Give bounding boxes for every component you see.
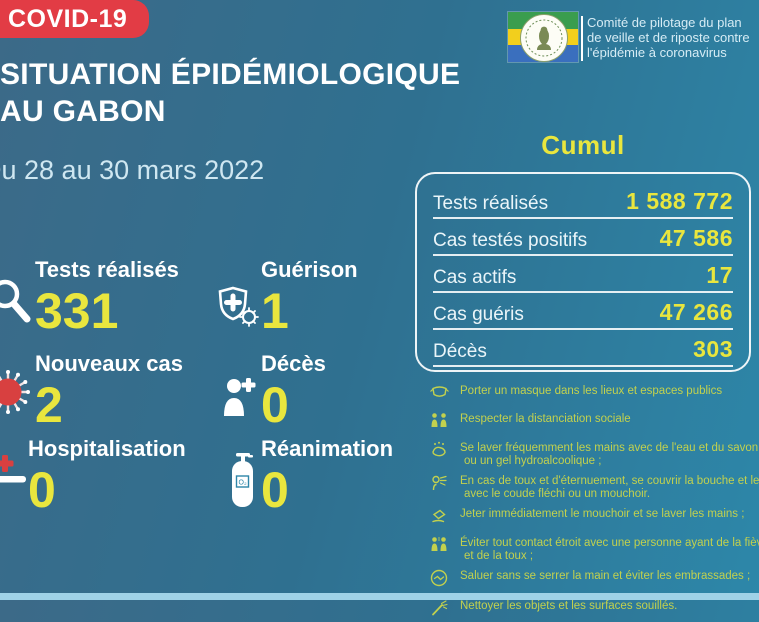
cumul-row-value: 1 588 772 <box>626 188 733 214</box>
covid19-badge: COVID-19 <box>0 0 150 38</box>
recommendations-list: Porter un masque dans les lieux et espac… <box>430 385 759 622</box>
stat-label: Hospitalisation <box>28 436 186 461</box>
stat-label: Guérison <box>261 257 358 282</box>
gabon-flag-logo <box>508 12 578 62</box>
fever-contact-icon <box>430 536 450 558</box>
recommendation-text: Respecter la distanciation sociale <box>460 413 631 425</box>
cumul-row-tests: Tests réalisés 1 588 772 <box>433 182 733 219</box>
person-cross-icon <box>221 377 257 422</box>
social-distancing-icon <box>430 412 450 434</box>
clean-surfaces-icon <box>430 599 450 622</box>
cumul-row-value: 47 266 <box>659 299 733 325</box>
cumul-row-gueris: Cas guéris 47 266 <box>433 293 733 330</box>
page-title-line1: SITUATION ÉPIDÉMIOLOGIQUE <box>0 58 461 91</box>
cumul-row-value: 303 <box>693 336 733 362</box>
committee-text: Comité de pilotage du plan de veille et … <box>587 15 750 60</box>
hand-washing-icon <box>430 441 450 464</box>
committee-line: de veille et de riposte contre <box>587 30 750 45</box>
recommendation-item: Éviter tout contact étroit avec une pers… <box>430 537 759 562</box>
virus-icon <box>0 368 32 421</box>
cumul-title: Cumul <box>541 130 625 160</box>
stat-label: Nouveaux cas <box>35 351 183 376</box>
stat-value: 0 <box>261 377 289 433</box>
committee-line: Comité de pilotage du plan <box>587 15 742 30</box>
recommendation-text: En cas de toux et d'éternuement, se couv… <box>460 475 759 500</box>
header-separator-line <box>581 16 583 61</box>
stat-value: 331 <box>35 283 119 339</box>
report-period: Du 28 au 30 mars 2022 <box>0 155 265 185</box>
stat-tests-realises: Tests réalisés 331 <box>35 257 179 336</box>
recommendation-item: Respecter la distanciation sociale <box>430 413 759 434</box>
stat-label: Tests réalisés <box>35 257 179 282</box>
page-title-line2: AU GABON <box>0 95 166 128</box>
shield-cross-virus-icon <box>216 285 262 334</box>
cumul-row-label: Tests réalisés <box>433 193 549 214</box>
committee-line: l'épidémie à coronavirus <box>587 45 727 60</box>
cumul-row-label: Cas guéris <box>433 304 524 325</box>
cumul-row-label: Cas actifs <box>433 267 517 288</box>
recommendation-text: Jeter immédiatement le mouchoir et se la… <box>460 508 745 520</box>
recommendation-item: Saluer sans se serrer la main et éviter … <box>430 569 759 592</box>
page-title: SITUATION ÉPIDÉMIOLOGIQUE AU GABON <box>0 56 460 130</box>
stat-deces: Décès 0 <box>261 351 326 430</box>
stat-value: 1 <box>261 283 289 339</box>
mask-icon <box>430 384 450 405</box>
hospital-bed-icon <box>0 455 30 496</box>
recommendation-item: Jeter immédiatement le mouchoir et se la… <box>430 508 759 529</box>
gabon-seal <box>520 14 568 62</box>
stat-hospitalisation: Hospitalisation 0 <box>28 436 186 515</box>
footer-strip <box>0 593 759 600</box>
stat-reanimation: Réanimation 0 <box>261 436 393 515</box>
stat-label: Réanimation <box>261 436 394 461</box>
oxygen-tank-icon: O₂ <box>228 451 258 514</box>
cumul-row-value: 17 <box>706 262 733 288</box>
svg-text:O₂: O₂ <box>239 480 247 487</box>
stat-nouveaux-cas: Nouveaux cas 2 <box>35 351 183 430</box>
recommendation-text: Saluer sans se serrer la main et éviter … <box>460 570 751 582</box>
no-handshake-icon <box>430 569 450 592</box>
cumul-row-label: Cas testés positifs <box>433 230 588 251</box>
cumul-row-label: Décès <box>433 341 487 362</box>
cumul-panel: Tests réalisés 1 588 772 Cas testés posi… <box>415 172 751 372</box>
recommendation-item: Porter un masque dans les lieux et espac… <box>430 385 759 405</box>
tissue-icon <box>430 507 450 529</box>
recommendation-text: Nettoyer les objets et les surfaces soui… <box>460 600 678 612</box>
sneeze-icon <box>430 474 450 497</box>
stat-value: 0 <box>261 462 289 518</box>
recommendation-item: Nettoyer les objets et les surfaces soui… <box>430 600 759 622</box>
recommendation-text: Éviter tout contact étroit avec une pers… <box>460 537 759 562</box>
stat-label: Décès <box>261 351 326 376</box>
recommendation-item: Se laver fréquemment les mains avec de l… <box>430 441 759 467</box>
magnifier-icon <box>0 278 31 331</box>
cumul-row-actifs: Cas actifs 17 <box>433 256 733 293</box>
recommendation-text: Porter un masque dans les lieux et espac… <box>460 385 723 397</box>
stat-guerison: Guérison 1 <box>261 257 358 336</box>
cumul-row-value: 47 586 <box>659 225 733 251</box>
recommendation-item: En cas de toux et d'éternuement, se couv… <box>430 475 759 500</box>
covid19-badge-label: COVID-19 <box>8 4 128 33</box>
stat-value: 2 <box>35 377 63 433</box>
cumul-row-deces: Décès 303 <box>433 330 733 367</box>
cumul-row-positifs: Cas testés positifs 47 586 <box>433 219 733 256</box>
stat-value: 0 <box>28 462 56 518</box>
recommendation-text: Se laver fréquemment les mains avec de l… <box>460 442 759 467</box>
